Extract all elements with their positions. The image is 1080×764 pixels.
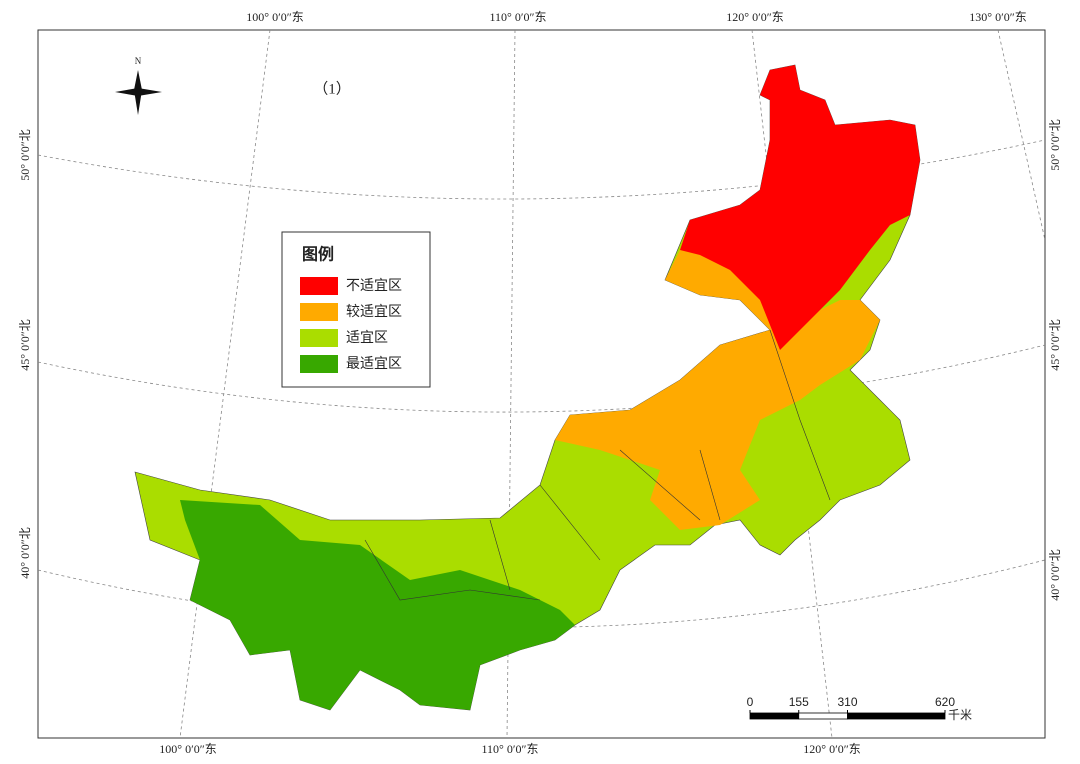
graticule-label: 120° 0′0″东 bbox=[803, 742, 860, 756]
graticule-label: 110° 0′0″东 bbox=[482, 742, 539, 756]
graticule-labels: 100° 0′0″东 110° 0′0″东 120° 0′0″东 130° 0′… bbox=[18, 10, 1062, 756]
scale-bar-label: 310 bbox=[837, 695, 857, 709]
graticule-label: 40° 0′0″北 bbox=[18, 527, 32, 578]
legend-swatch bbox=[300, 329, 338, 347]
graticule-label: 100° 0′0″东 bbox=[159, 742, 216, 756]
graticule-label: 40° 0′0″北 bbox=[1048, 549, 1062, 600]
panel-label: （1） bbox=[313, 80, 351, 97]
graticule-label: 45° 0′0″北 bbox=[18, 319, 32, 370]
legend-swatch bbox=[300, 277, 338, 295]
legend-title: 图例 bbox=[302, 245, 334, 264]
legend-swatch bbox=[300, 355, 338, 373]
scale-bar-segment bbox=[749, 712, 800, 720]
legend-swatch bbox=[300, 303, 338, 321]
graticule-label: 50° 0′0″北 bbox=[1048, 119, 1062, 170]
graticule-label: 50° 0′0″北 bbox=[18, 129, 32, 180]
legend-label: 最适宜区 bbox=[346, 356, 402, 372]
region bbox=[134, 64, 921, 711]
scale-bar-label: 155 bbox=[789, 695, 809, 709]
graticule-label: 110° 0′0″东 bbox=[490, 10, 547, 24]
scale-bar-segment bbox=[847, 712, 946, 720]
scale-bar-label: 0 bbox=[747, 695, 754, 709]
legend-label: 不适宜区 bbox=[346, 278, 402, 294]
graticule-label: 120° 0′0″东 bbox=[726, 10, 783, 24]
scale-bar-segment bbox=[798, 712, 848, 720]
legend-label: 较适宜区 bbox=[346, 304, 402, 320]
scale-bar-label: 620 bbox=[935, 695, 955, 709]
scale-bar-unit: 千米 bbox=[948, 708, 972, 722]
graticule-label: 45° 0′0″北 bbox=[1048, 319, 1062, 370]
graticule-label: 100° 0′0″东 bbox=[246, 10, 303, 24]
north-label: N bbox=[135, 56, 142, 66]
legend-label: 适宜区 bbox=[346, 330, 388, 346]
north-arrow: N bbox=[115, 56, 162, 115]
graticule-label: 130° 0′0″东 bbox=[969, 10, 1026, 24]
